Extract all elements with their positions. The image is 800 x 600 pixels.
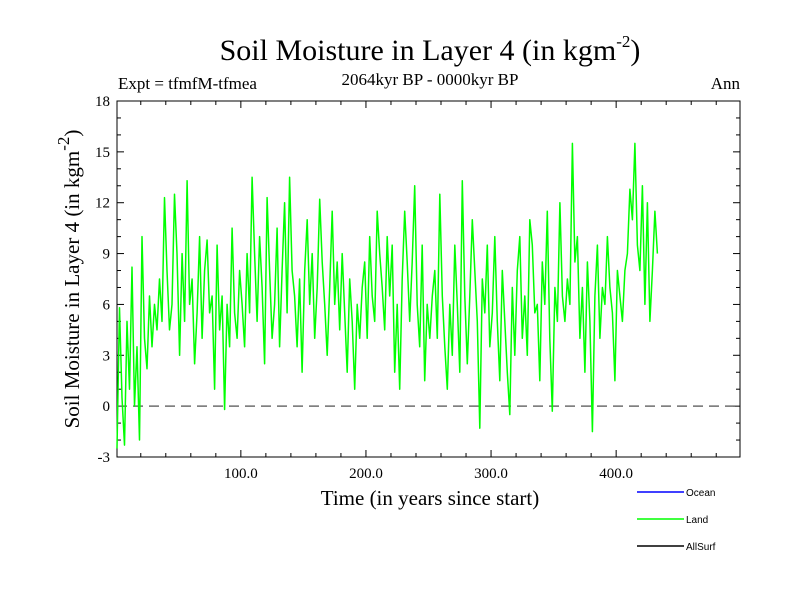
y-tick-label: 3: [103, 348, 111, 364]
x-axis-label: Time (in years since start): [321, 486, 540, 510]
y-axis: -3 0 3 6 9 12 15 18: [95, 94, 740, 466]
y-axis-label-exponent: -2: [54, 137, 73, 151]
y-tick-label: 12: [95, 196, 110, 212]
chart-title: Soil Moisture in Layer 4 (in kgm-2): [220, 32, 641, 67]
x-tick-label: 300.0: [474, 466, 508, 482]
land-series-line: [116, 142, 659, 449]
y-tick-label: 0: [103, 399, 111, 415]
experiment-label: Expt = tfmfM-tfmea: [118, 74, 257, 93]
y-tick-label: 9: [103, 247, 111, 263]
y-axis-label: Soil Moisture in Layer 4 (in kgm-2): [54, 130, 84, 429]
y-axis-label-close: ): [60, 130, 84, 137]
x-tick-label: 100.0: [224, 466, 258, 482]
x-axis: 100.0 200.0 300.0 400.0: [140, 101, 717, 482]
y-tick-label: 15: [95, 145, 110, 161]
legend-ocean-label: Ocean: [686, 488, 715, 499]
y-tick-label: 18: [95, 94, 110, 110]
chart-subtitle: 2064kyr BP - 0000kyr BP: [342, 70, 519, 89]
chart-title-close: ): [630, 34, 640, 67]
plot-frame: [116, 100, 741, 458]
season-label: Ann: [711, 74, 741, 93]
legend-allsurf-label: AllSurf: [686, 542, 716, 553]
legend-land-label: Land: [686, 515, 708, 526]
y-tick-label: 6: [103, 297, 111, 313]
chart-title-exponent: -2: [616, 32, 630, 51]
x-tick-label: 400.0: [599, 466, 633, 482]
y-tick-label: -3: [98, 450, 111, 466]
x-tick-label: 200.0: [349, 466, 383, 482]
legend: Ocean Land AllSurf: [637, 488, 716, 553]
